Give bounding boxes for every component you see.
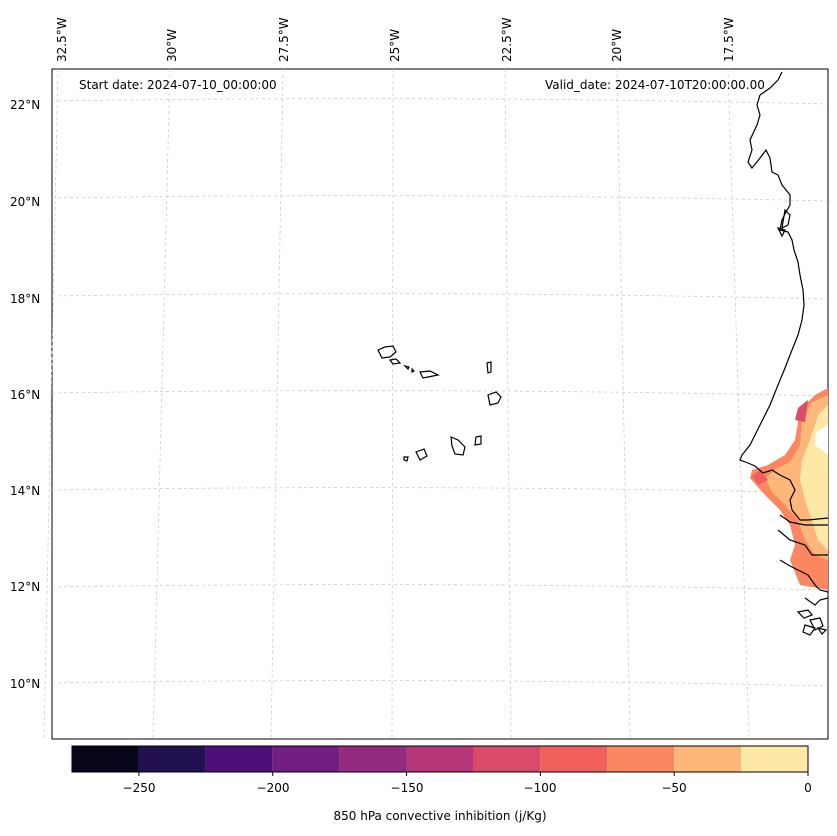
start-date-text: Start date: 2024-07-10_00:00:00 — [79, 78, 277, 92]
colorbar-tick-label: 0 — [804, 781, 812, 795]
colorbar-swatch — [339, 746, 407, 772]
colorbar-swatch — [540, 746, 608, 772]
colorbar-swatch — [674, 746, 742, 772]
lon-label: 25°W — [388, 28, 402, 62]
lat-label: 12°N — [10, 580, 41, 594]
colorbar-swatch — [205, 746, 273, 772]
colorbar-swatch — [72, 746, 139, 772]
lat-label: 20°N — [10, 195, 41, 209]
lon-label: 17.5°W — [722, 17, 736, 62]
lat-label: 22°N — [10, 98, 41, 112]
lon-label: 30°W — [165, 28, 179, 62]
colorbar-swatch — [406, 746, 474, 772]
colorbar-label: 850 hPa convective inhibition (j/Kg) — [333, 809, 547, 823]
colorbar-frame — [71, 745, 809, 773]
cape-verde-islands — [377, 345, 502, 462]
colorbar-swatch — [138, 746, 206, 772]
colorbar-tick-label: −150 — [390, 781, 424, 795]
colorbar — [72, 746, 808, 772]
lon-label: 20°W — [610, 28, 624, 62]
cin-contour-fill — [750, 388, 828, 590]
lat-label: 10°N — [10, 677, 41, 691]
valid-date-text: Valid_date: 2024-07-10T20:00:00.00 — [545, 78, 765, 92]
colorbar-swatch — [272, 746, 340, 772]
map-frame — [51, 68, 829, 740]
lon-label: 27.5°W — [277, 17, 291, 62]
graticule — [43, 68, 829, 740]
colorbar-tick-marks — [138, 772, 809, 776]
lat-label: 14°N — [10, 484, 41, 498]
colorbar-tick-label: −100 — [523, 781, 557, 795]
colorbar-tick-label: −250 — [122, 781, 156, 795]
coastline — [739, 71, 829, 636]
lon-label: 32.5°W — [55, 17, 69, 62]
colorbar-swatch — [473, 746, 541, 772]
colorbar-tick-label: −50 — [661, 781, 687, 795]
lon-label: 22.5°W — [500, 17, 514, 62]
colorbar-tick-label: −200 — [256, 781, 290, 795]
lat-label: 18°N — [10, 292, 41, 306]
colorbar-swatch — [607, 746, 675, 772]
lat-label: 16°N — [10, 388, 41, 402]
colorbar-swatch — [741, 746, 808, 772]
